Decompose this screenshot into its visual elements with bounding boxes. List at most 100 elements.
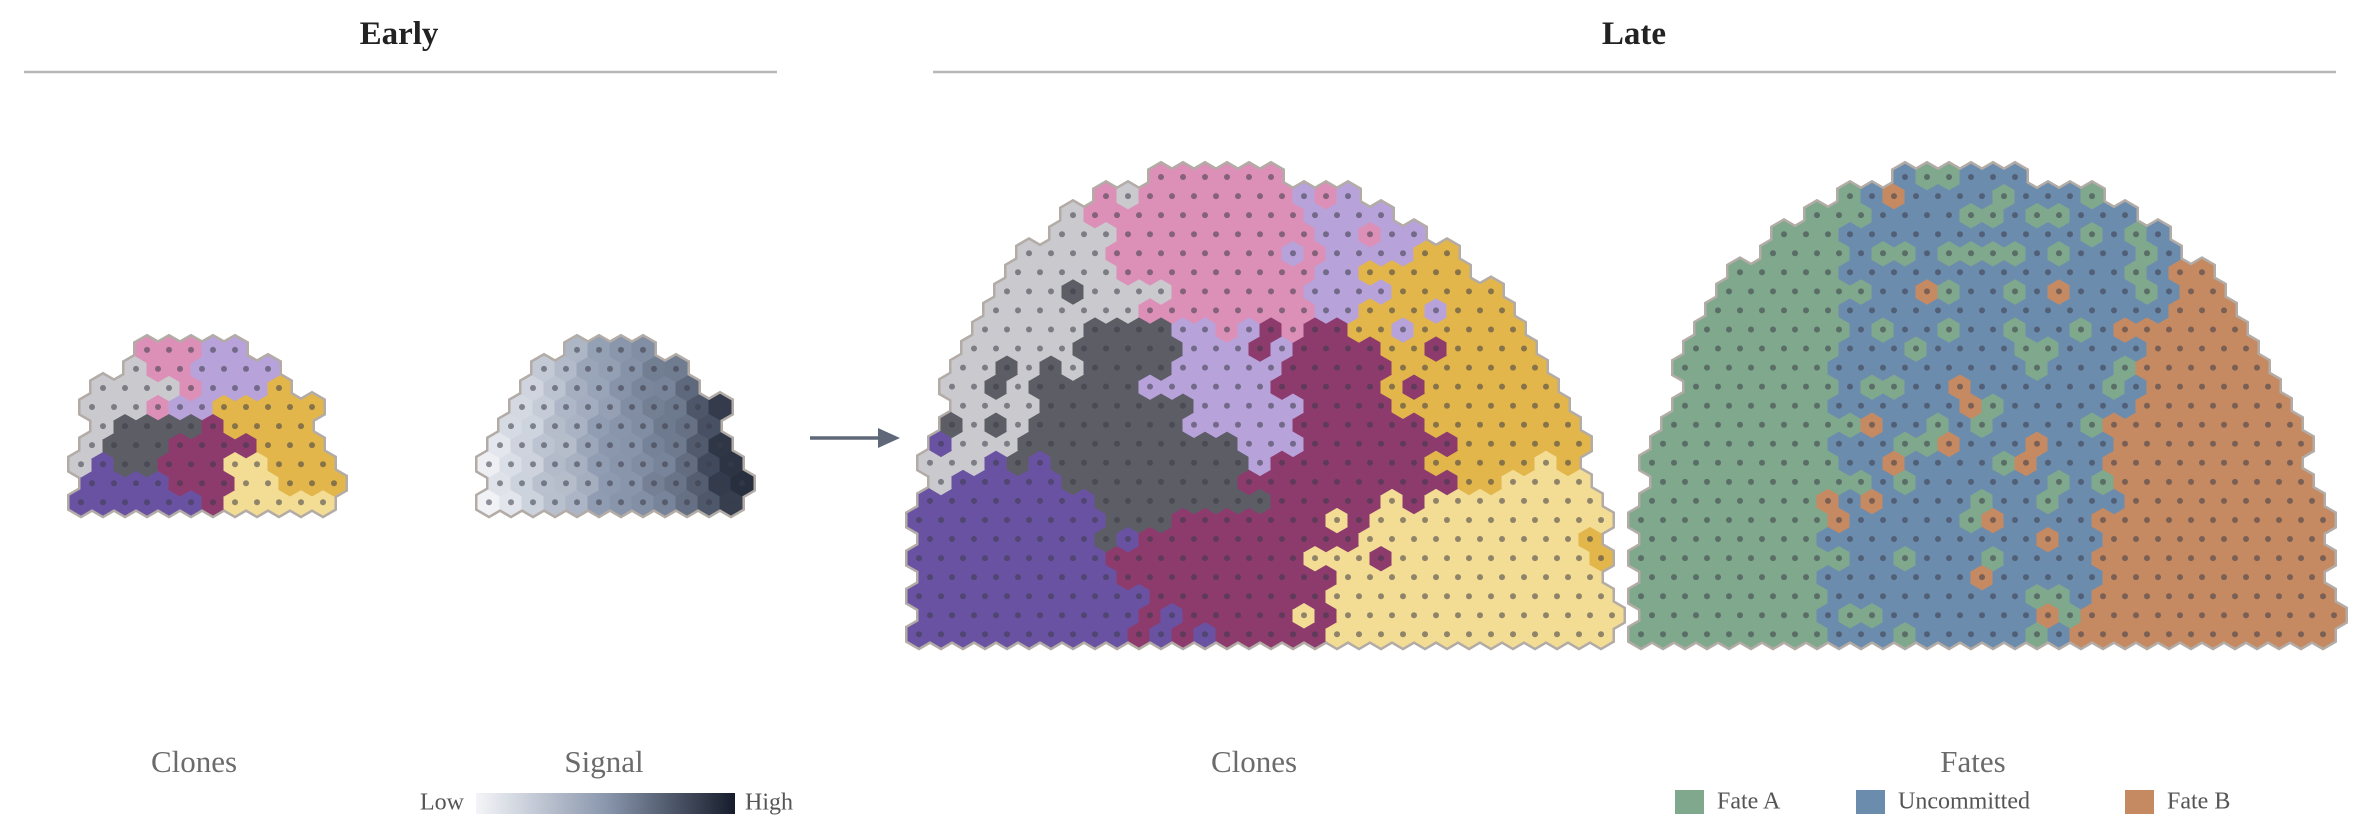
cell-nucleus [1246,402,1252,409]
cell-nucleus [1411,231,1417,238]
cell-nucleus [2232,631,2238,638]
cell-nucleus [1587,536,1593,542]
cell-nucleus [1169,574,1175,581]
cell-nucleus [2012,631,2018,638]
cell-nucleus [1880,250,1886,257]
cell-nucleus [1224,174,1230,180]
cell-nucleus [155,442,161,449]
cell-nucleus [1323,612,1329,619]
cell-nucleus [1836,593,1842,600]
cell-nucleus [2254,402,2260,409]
cell-nucleus [1334,326,1340,333]
cell-nucleus [2078,402,2084,409]
cell-nucleus [1792,440,1798,447]
cell-nucleus [1136,593,1142,600]
cell-nucleus [1836,364,1842,371]
cell-nucleus [2001,574,2007,581]
cell-nucleus [519,442,525,449]
cell-nucleus [1202,555,1208,562]
cell-nucleus [2067,574,2073,581]
cell-nucleus [1026,631,1032,638]
cell-nucleus [1158,250,1164,257]
cell-nucleus [938,555,944,562]
cell-nucleus [971,459,977,466]
cell-nucleus [1693,536,1699,542]
cell-nucleus [1422,288,1428,295]
cell-nucleus [1301,459,1307,466]
cell-nucleus [1059,536,1065,542]
cell-nucleus [1268,288,1274,295]
cell-nucleus [2188,631,2194,638]
cell-nucleus [2254,364,2260,371]
cell-nucleus [1979,269,1985,276]
cell-nucleus [1312,364,1318,371]
cell-nucleus [1279,345,1285,352]
cell-nucleus [1389,231,1395,238]
cell-nucleus [166,423,172,430]
cell-nucleus [993,307,999,314]
cell-nucleus [993,574,999,581]
cell-nucleus [1433,574,1439,581]
cell-nucleus [2034,364,2040,371]
cell-nucleus [1378,402,1384,409]
cell-nucleus [497,442,503,449]
cell-nucleus [2122,440,2128,447]
cell-nucleus [2067,612,2073,619]
cell-nucleus [1990,555,1996,562]
cell-nucleus [1510,517,1516,523]
cell-nucleus [1125,345,1131,352]
cell-nucleus [1792,326,1798,333]
cell-nucleus [1334,250,1340,257]
cell-nucleus [1836,212,1842,219]
cell-nucleus [1979,307,1985,314]
cell-nucleus [993,421,999,428]
cell-nucleus [508,423,514,430]
cell-nucleus [2133,536,2139,542]
cell-nucleus [2001,345,2007,352]
cell-nucleus [1935,421,1941,428]
cell-nucleus [1935,383,1941,390]
cell-nucleus [1114,517,1120,523]
cell-nucleus [1169,307,1175,314]
cell-nucleus [2089,497,2095,504]
cell-nucleus [1235,307,1241,314]
cell-nucleus [1356,555,1362,562]
cell-nucleus [497,480,503,487]
cell-nucleus [2155,307,2161,314]
cell-nucleus [1026,517,1032,523]
cell-nucleus [1488,631,1494,638]
cell-nucleus [2221,459,2227,466]
cell-nucleus [1367,612,1373,619]
cell-nucleus [1389,612,1395,619]
cell-nucleus [188,423,194,430]
cell-nucleus [640,423,646,430]
cell-nucleus [1510,326,1516,333]
cell-nucleus [1202,478,1208,485]
cell-nucleus [2177,307,2183,314]
colorbar-low: Low [420,790,465,816]
cell-nucleus [2133,574,2139,581]
cell-nucleus [122,423,128,430]
cell-nucleus [2045,193,2051,200]
cell-nucleus [1268,250,1274,257]
cell-nucleus [1880,288,1886,295]
cell-nucleus [1576,593,1582,600]
cell-nucleus [1411,536,1417,542]
cell-nucleus [574,346,580,353]
cell-nucleus [1378,212,1384,219]
cell-nucleus [1704,555,1710,562]
cell-nucleus [1301,421,1307,428]
cell-nucleus [563,442,569,449]
cell-nucleus [1488,478,1494,485]
cell-nucleus [1400,288,1406,295]
cell-nucleus [1092,440,1098,447]
cell-nucleus [2155,536,2161,542]
cell-nucleus [1891,383,1897,390]
cell-nucleus [276,423,282,430]
cell-nucleus [1455,383,1461,390]
cell-nucleus [1957,345,1963,352]
cell-nucleus [1598,517,1604,523]
cell-nucleus [1847,459,1853,466]
cell-nucleus [1312,593,1318,600]
